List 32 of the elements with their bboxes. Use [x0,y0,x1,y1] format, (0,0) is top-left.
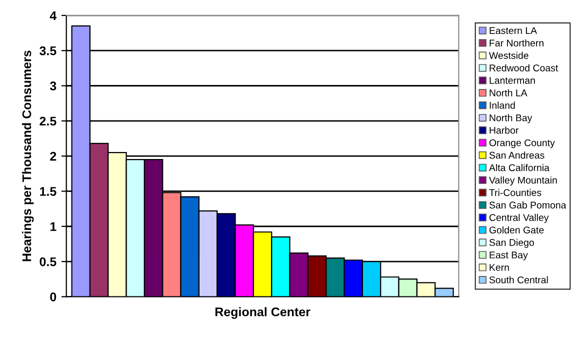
y-tick-label: 2.5 [40,116,56,126]
y-axis-title: Hearings per Thousand Consumers [22,50,34,262]
legend-label: Westside [489,52,528,59]
legend-label: Tri-Counties [489,188,542,196]
legend-label: Lanterman [490,77,535,84]
y-tick-label: 4 [50,11,57,20]
legend-label: San Gab Pomona [489,201,566,209]
y-tick-label: 3 [50,82,56,90]
legend-label: Inland [490,102,515,109]
legend-label: Redwood Coast [490,64,558,72]
legend-label: Eastern LA [490,27,538,34]
y-tick-label: 0 [50,292,56,302]
y-tick-label: 3.5 [40,46,56,56]
x-axis-title: Regional Center [215,307,310,319]
y-tick-label: 1.5 [40,187,56,196]
legend-label: Valley Mountain [489,176,557,186]
legend-label: East Bay [490,252,528,260]
legend-label: South Central [489,276,548,284]
legend-label: North Bay [490,114,532,124]
legend-label: San Andreas [489,152,544,159]
y-tick-label: 1 [50,222,56,231]
legend-label: Harbor [490,126,519,134]
legend-label: Central Valley [489,214,549,223]
legend-label: Orange County [489,139,555,148]
legend-label: San Diego [489,238,534,248]
legend-label: Kern [490,264,509,271]
legend-label: Golden Gate [489,226,544,234]
legend-label: Far Northern [490,39,544,46]
legend-label: North LA [490,89,528,96]
y-tick-label: 0.5 [40,257,56,266]
y-tick-label: 2 [50,152,56,161]
legend-label: Alta California [488,164,550,172]
